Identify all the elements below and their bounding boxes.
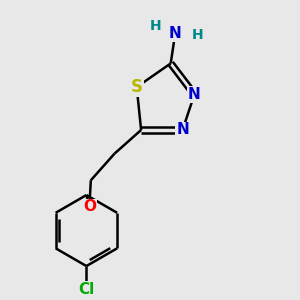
Text: N: N [169,26,182,41]
Text: N: N [176,122,189,137]
Text: H: H [150,20,162,33]
Text: Cl: Cl [78,282,94,297]
Text: S: S [131,78,143,96]
Text: O: O [83,200,96,214]
Text: N: N [188,87,201,102]
Text: H: H [191,28,203,42]
